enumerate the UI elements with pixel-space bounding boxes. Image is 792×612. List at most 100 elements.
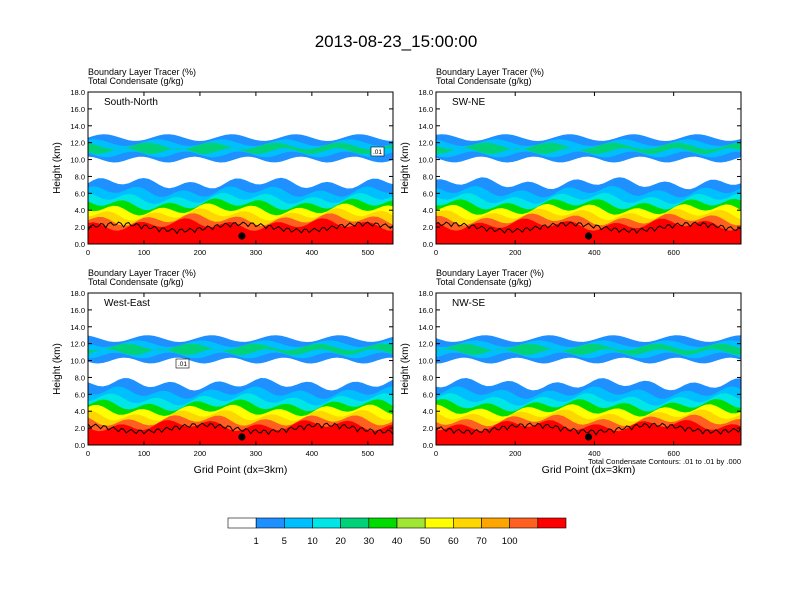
colorbar-swatch — [340, 517, 370, 529]
x-tick-label: 200 — [509, 449, 522, 458]
colorbar-swatch — [312, 517, 341, 529]
y-tick-label: 14.0 — [70, 122, 85, 131]
y-tick-label: 8.0 — [75, 373, 85, 382]
upper-tracer-layer — [88, 142, 393, 155]
colorbar-label: 5 — [282, 536, 287, 547]
colorbar-swatch — [481, 517, 510, 529]
x-tick-label: 300 — [250, 449, 263, 458]
colorbar-label: 30 — [364, 536, 375, 547]
y-tick-label: 16.0 — [70, 105, 85, 114]
section-label: SW-NE — [452, 97, 485, 108]
x-tick-label: 400 — [588, 449, 601, 458]
y-tick-label: 12.0 — [70, 139, 85, 148]
panel-south-north: South-North Boundary Layer Tracer (%)Tota… — [52, 67, 394, 257]
y-tick-label: 4.0 — [75, 407, 85, 416]
contour-label-box — [175, 358, 190, 369]
terrain-contour-line — [436, 422, 741, 436]
subtitle-condensate: Total Condensate (g/kg) — [436, 277, 532, 287]
colorbar-label: 100 — [502, 536, 518, 547]
x-tick-label: 0 — [434, 449, 438, 458]
y-tick-label: 8.0 — [423, 373, 433, 382]
upper-tracer-layer — [436, 139, 741, 158]
tracer-field — [436, 134, 741, 244]
x-tick-label: 400 — [306, 248, 319, 257]
x-tick-label: 200 — [509, 248, 522, 257]
plot-frame — [87, 292, 394, 446]
colorbar-swatch — [453, 517, 482, 529]
subtitle-condensate: Total Condensate (g/kg) — [88, 277, 184, 287]
tracer-field — [88, 335, 393, 445]
x-tick-label: 400 — [588, 248, 601, 257]
colorbar-swatch — [537, 517, 567, 529]
y-tick-label: 4.0 — [75, 206, 85, 215]
tracer-band — [436, 218, 741, 244]
contour-label: .01 — [373, 149, 382, 156]
x-tick-label: 0 — [86, 248, 90, 257]
y-tick-label: 4.0 — [423, 206, 433, 215]
x-tick-label: 600 — [667, 449, 680, 458]
x-tick-label: 400 — [306, 449, 319, 458]
colorbar-swatch — [396, 517, 426, 529]
section-label: West-East — [104, 298, 150, 309]
y-tick-label: 2.0 — [75, 424, 85, 433]
y-tick-label: 2.0 — [423, 424, 433, 433]
x-tick-label: 600 — [667, 248, 680, 257]
x-tick-label: 0 — [86, 449, 90, 458]
colorbar-label: 70 — [476, 536, 487, 547]
terrain-contour-line — [88, 422, 393, 436]
y-tick-label: 10.0 — [418, 357, 433, 366]
x-tick-label: 300 — [250, 248, 263, 257]
y-tick-label: 14.0 — [418, 323, 433, 332]
y-tick-label: 0.0 — [75, 441, 85, 450]
y-tick-label: 14.0 — [70, 323, 85, 332]
terrain-contour-line — [436, 221, 741, 234]
subtitle-tracer: Boundary Layer Tracer (%) — [88, 67, 196, 77]
figure-title: 2013-08-23_15:00:00 — [314, 32, 478, 51]
plot-frame — [87, 91, 394, 245]
colorbar-label: 10 — [307, 536, 318, 547]
x-tick-label: 100 — [138, 248, 151, 257]
y-axis-label: Height (km) — [52, 343, 63, 395]
panel-west-east: West-East Boundary Layer Tracer (%)Total … — [52, 268, 394, 476]
tracer-field — [436, 335, 741, 445]
x-tick-label: 100 — [138, 449, 151, 458]
colorbar-swatch — [227, 517, 257, 529]
subtitle-tracer: Boundary Layer Tracer (%) — [436, 67, 544, 77]
y-tick-label: 18.0 — [418, 88, 433, 97]
colorbar-label: 20 — [335, 536, 346, 547]
y-tick-label: 16.0 — [418, 306, 433, 315]
location-marker — [584, 232, 593, 240]
x-tick-label: 200 — [194, 248, 207, 257]
panel-sw-ne: SW-NE Boundary Layer Tracer (%)Total Cond… — [400, 67, 742, 257]
y-axis-label: Height (km) — [52, 142, 63, 194]
y-tick-label: 2.0 — [423, 223, 433, 232]
y-tick-label: 16.0 — [418, 105, 433, 114]
location-marker — [238, 433, 246, 441]
y-tick-label: 0.0 — [423, 240, 433, 249]
y-tick-label: 2.0 — [75, 223, 85, 232]
x-tick-label: 500 — [362, 248, 375, 257]
x-axis-label: Grid Point (dx=3km) — [194, 464, 288, 476]
colorbar-label: 60 — [448, 536, 459, 547]
location-marker — [238, 232, 246, 240]
tracer-field — [88, 134, 393, 244]
y-tick-label: 12.0 — [70, 340, 85, 349]
y-tick-label: 10.0 — [418, 156, 433, 165]
colorbar-label: 50 — [420, 536, 431, 547]
x-axis-label: Grid Point (dx=3km) — [542, 464, 636, 476]
colorbar-swatch — [509, 517, 539, 529]
colorbar: 1 5 10 20 30 40 50 60 70 100 — [227, 517, 567, 547]
colorbar-swatch — [255, 517, 285, 529]
colorbar-swatch — [284, 517, 313, 529]
y-tick-label: 4.0 — [423, 407, 433, 416]
contour-footnote: Total Condensate Contours: .01 to .01 by… — [588, 457, 741, 466]
y-tick-label: 18.0 — [70, 88, 85, 97]
y-tick-label: 0.0 — [75, 240, 85, 249]
contour-label: .01 — [178, 361, 187, 368]
plot-frame — [435, 91, 742, 245]
y-tick-label: 10.0 — [70, 156, 85, 165]
y-tick-label: 6.0 — [75, 390, 85, 399]
colorbar-swatch — [368, 517, 398, 529]
subtitle-condensate: Total Condensate (g/kg) — [436, 76, 532, 86]
